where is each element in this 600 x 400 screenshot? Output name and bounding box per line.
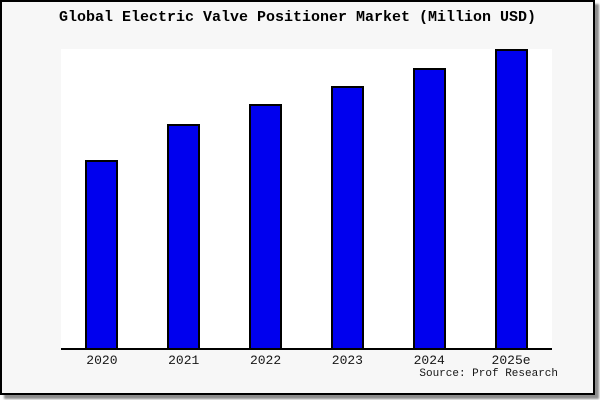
x-axis-labels: 2020 2021 2022 2023 2024 2025e bbox=[61, 354, 552, 368]
x-axis-label-2024: 2024 bbox=[413, 353, 445, 368]
bar-slot-2020 bbox=[61, 49, 143, 348]
x-axis-label-2022: 2022 bbox=[249, 353, 282, 368]
bar-2023 bbox=[330, 86, 364, 348]
bar-slot-2025e bbox=[470, 49, 552, 348]
chart-title: Global Electric Valve Positioner Market … bbox=[58, 9, 537, 26]
x-axis-label-2025e: 2025e bbox=[491, 353, 531, 368]
plot-area bbox=[61, 49, 552, 350]
chart-frame: Global Electric Valve Positioner Market … bbox=[0, 0, 595, 395]
source-note: Source: Prof Research bbox=[419, 368, 558, 380]
bar-slot-2024 bbox=[388, 49, 470, 348]
bar-2020 bbox=[85, 160, 119, 348]
bar-2025e bbox=[494, 49, 528, 348]
bar-2022 bbox=[249, 104, 283, 348]
bar-slot-2021 bbox=[143, 49, 225, 348]
bar-2021 bbox=[167, 124, 201, 348]
bars-container bbox=[61, 49, 552, 348]
x-axis-label-2023: 2023 bbox=[331, 353, 363, 368]
bar-slot-2023 bbox=[306, 49, 388, 348]
bar-slot-2022 bbox=[225, 49, 307, 348]
bar-2024 bbox=[412, 68, 446, 348]
x-axis-label-2020: 2020 bbox=[86, 353, 118, 368]
x-axis-label-2021: 2021 bbox=[168, 353, 200, 368]
